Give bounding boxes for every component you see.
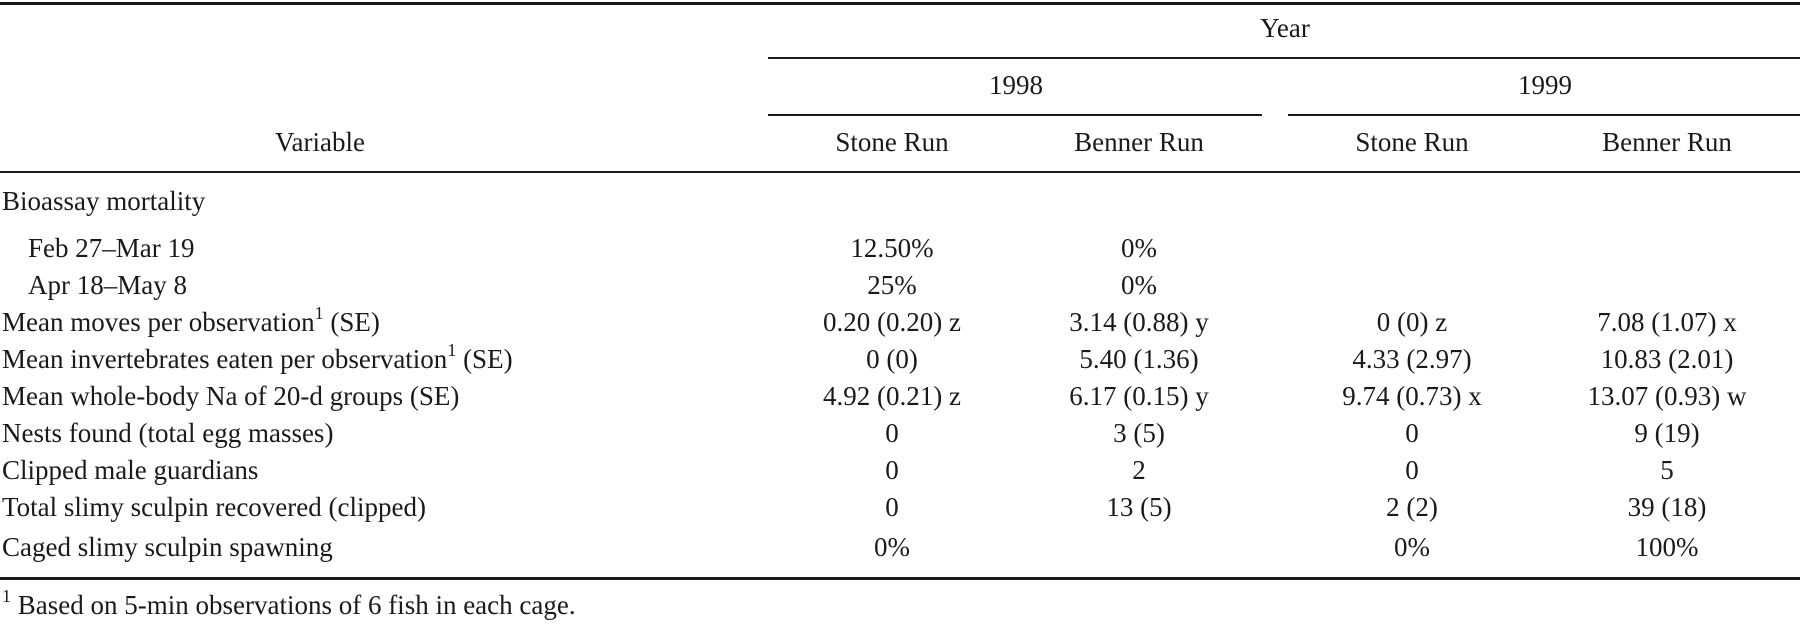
table-cell: 0 (885, 418, 899, 448)
table-cell: 39 (18) (1627, 492, 1707, 522)
row-label-apr-may: Apr 18–May 8 (28, 270, 187, 300)
row-label-bioassay-mortality: Bioassay mortality (2, 186, 206, 216)
year-1998-rule (768, 114, 1262, 116)
row-label-mean-invertebrates: Mean invertebrates eaten per observation… (2, 340, 513, 376)
table-cell: 5 (1660, 455, 1674, 485)
row-label-whole-body-na: Mean whole-body Na of 20-d groups (SE) (2, 381, 460, 411)
row-label-mean-moves: Mean moves per observation1 (SE) (2, 303, 380, 339)
table-cell: 7.08 (1.07) x (1597, 307, 1737, 337)
table-cell: 0% (874, 532, 910, 562)
year-1999-header: 1999 (1518, 70, 1572, 100)
row-label-feb-mar: Feb 27–Mar 19 (28, 233, 195, 263)
table-cell: 0% (1121, 270, 1157, 300)
table-cell: 0 (885, 455, 899, 485)
header-bottom-rule (0, 171, 1800, 173)
table-cell: 13.07 (0.93) w (1587, 381, 1747, 411)
table-cell: 0 (1405, 455, 1419, 485)
table-cell: 4.33 (2.97) (1352, 344, 1472, 374)
row-label-caged-spawning: Caged slimy sculpin spawning (2, 532, 333, 562)
year-header: Year (1260, 13, 1310, 43)
stream-header-stone-1999: Stone Run (1355, 127, 1469, 157)
row-label-total-recovered: Total slimy sculpin recovered (clipped) (2, 492, 426, 522)
row-label-suffix: (SE) (456, 344, 513, 374)
table-cell: 25% (867, 270, 917, 300)
table-cell: 0 (885, 492, 899, 522)
table-cell: 12.50% (850, 233, 934, 263)
top-rule (0, 2, 1800, 5)
stream-header-benner-1999: Benner Run (1602, 127, 1732, 157)
footnote-marker: 1 (447, 340, 457, 360)
table-footnote: 1 Based on 5-min observations of 6 fish … (2, 586, 576, 622)
stream-header-stone-1998: Stone Run (835, 127, 949, 157)
table-cell: 6.17 (0.15) y (1069, 381, 1209, 411)
table-bottom-rule (0, 577, 1800, 580)
table-cell: 4.92 (0.21) z (823, 381, 961, 411)
year-1998-header: 1998 (989, 70, 1043, 100)
year-rule (768, 57, 1800, 59)
row-label-text: Mean invertebrates eaten per observation (2, 344, 448, 374)
row-label-text: Mean moves per observation (2, 307, 315, 337)
footnote-text: Based on 5-min observations of 6 fish in… (11, 590, 576, 620)
year-1999-rule (1288, 114, 1800, 116)
table-cell: 3 (5) (1113, 418, 1165, 448)
table-cell: 3.14 (0.88) y (1069, 307, 1209, 337)
table-cell: 13 (5) (1106, 492, 1172, 522)
table-cell: 5.40 (1.36) (1079, 344, 1199, 374)
footnote-marker: 1 (2, 586, 11, 606)
row-label-clipped-guardians: Clipped male guardians (2, 455, 259, 485)
table-cell: 0 (0) (866, 344, 918, 374)
row-label-suffix: (SE) (323, 307, 380, 337)
table-cell: 2 (1132, 455, 1146, 485)
table-cell: 0 (1405, 418, 1419, 448)
table-cell: 0 (0) z (1376, 307, 1448, 337)
row-label-nests-found: Nests found (total egg masses) (2, 418, 334, 448)
table-cell: 9.74 (0.73) x (1342, 381, 1482, 411)
variable-header: Variable (275, 127, 365, 157)
table-cell: 0% (1121, 233, 1157, 263)
table-cell: 100% (1635, 532, 1699, 562)
stream-header-benner-1998: Benner Run (1074, 127, 1204, 157)
table-cell: 2 (2) (1386, 492, 1438, 522)
footnote-marker: 1 (314, 303, 324, 323)
table-cell: 9 (19) (1634, 418, 1700, 448)
table-cell: 0% (1394, 532, 1430, 562)
table-cell: 10.83 (2.01) (1600, 344, 1734, 374)
table-cell: 0.20 (0.20) z (823, 307, 961, 337)
